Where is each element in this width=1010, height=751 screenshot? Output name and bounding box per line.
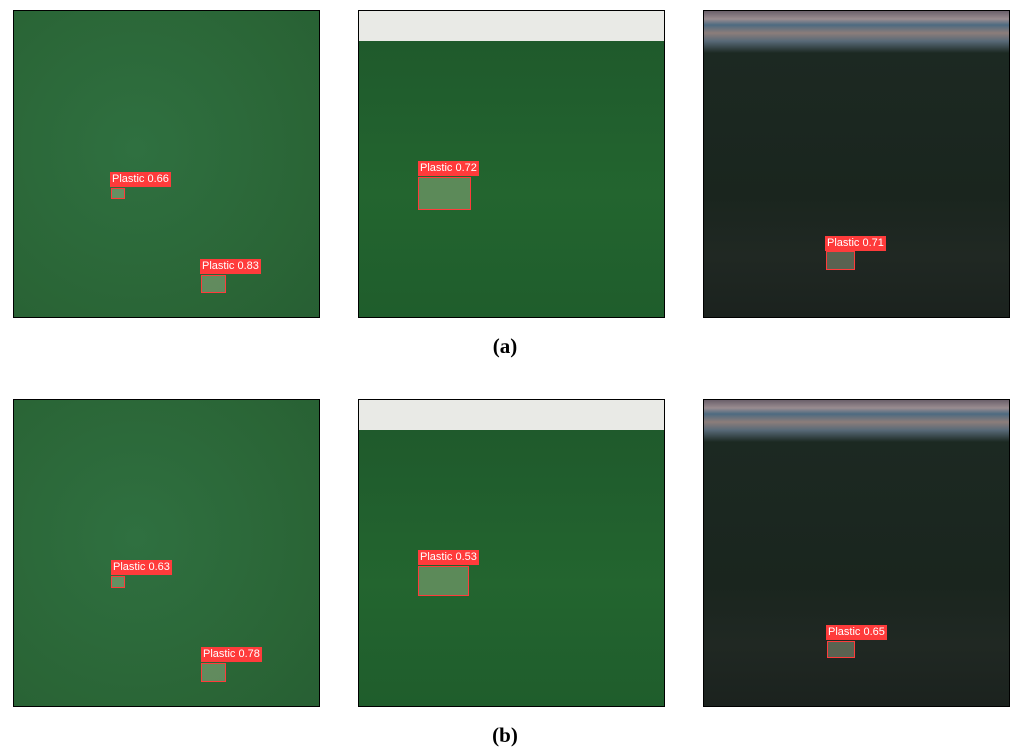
detection-label: Plastic 0.63 [111, 560, 172, 575]
image-panel [358, 10, 665, 318]
image-panel [13, 10, 320, 318]
detection-box [111, 188, 125, 199]
detection-label: Plastic 0.83 [200, 259, 261, 274]
caption: (b) [0, 723, 1010, 748]
detection-box [826, 251, 855, 270]
detection-box [111, 576, 125, 588]
detection-box [827, 641, 855, 658]
detection-box [418, 177, 471, 210]
detection-label: Plastic 0.71 [825, 236, 886, 251]
detection-box [418, 566, 469, 596]
detection-label: Plastic 0.66 [110, 172, 171, 187]
detection-label: Plastic 0.72 [418, 161, 479, 176]
figure: Plastic 0.66 Plastic 0.83 Plastic 0.72 Plas… [0, 0, 1010, 751]
detection-box [201, 663, 226, 682]
image-panel [358, 399, 665, 707]
detection-label: Plastic 0.78 [201, 647, 262, 662]
image-panel [703, 399, 1010, 707]
image-panel [703, 10, 1010, 318]
detection-box [201, 275, 226, 293]
caption: (a) [0, 334, 1010, 359]
detection-label: Plastic 0.53 [418, 550, 479, 565]
image-panel [13, 399, 320, 707]
detection-label: Plastic 0.65 [826, 625, 887, 640]
